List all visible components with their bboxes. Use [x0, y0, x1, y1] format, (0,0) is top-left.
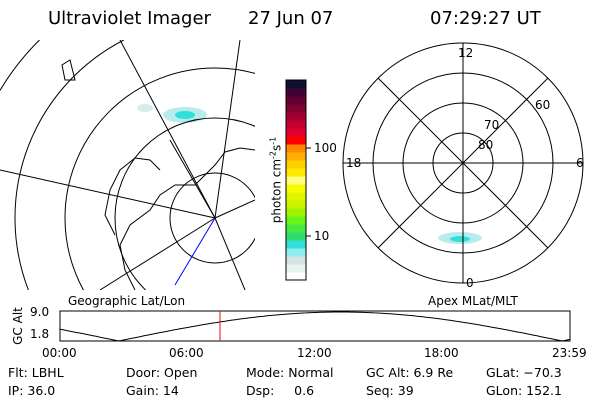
colorbar-segment	[286, 80, 306, 89]
colorbar-segment	[286, 104, 306, 113]
unit-s: s	[269, 144, 284, 151]
xtick-0000: 00:00	[42, 346, 77, 360]
gain-info: Gain: 14	[126, 383, 179, 398]
colorbar-segment	[286, 272, 306, 281]
colorbar-segment	[286, 256, 306, 265]
xtick-1200: 12:00	[297, 346, 332, 360]
aurora-emission-left	[137, 104, 207, 123]
colorbar-segment	[286, 144, 306, 153]
colorbar-segment	[286, 120, 306, 129]
colorbar-segment	[286, 160, 306, 169]
colorbar-segment	[286, 240, 306, 249]
ip-info: IP: 36.0	[8, 383, 56, 398]
colorbar-segment	[286, 128, 306, 137]
colorbar-segment	[286, 224, 306, 233]
dsp-info: Dsp: 0.6	[246, 383, 315, 398]
coastline	[61, 59, 255, 290]
date-label: 27 Jun 07	[248, 8, 334, 29]
mlat-60: 60	[535, 98, 551, 112]
colorbar	[286, 80, 306, 281]
door-info: Door: Open	[126, 365, 198, 380]
mlt-12: 12	[458, 46, 474, 60]
xtick-1800: 18:00	[424, 346, 459, 360]
mlt-6: 6	[576, 156, 584, 170]
colorbar-segment	[286, 136, 306, 145]
seq-info: Seq: 39	[366, 383, 414, 398]
geographic-map	[0, 40, 255, 290]
xtick-2359: 23:59	[552, 346, 587, 360]
xtick-0600: 06:00	[169, 346, 204, 360]
colorbar-segment	[286, 232, 306, 241]
mlt-0: 0	[466, 276, 474, 290]
filter-info: Flt: LBHL	[8, 365, 64, 380]
colorbar-segment	[286, 208, 306, 217]
glat-info: GLat: −70.3	[486, 365, 562, 380]
colorbar-segment	[286, 184, 306, 193]
colorbar-segment	[286, 192, 306, 201]
exp2: -1	[268, 136, 278, 145]
colorbar-segment	[286, 216, 306, 225]
colorbar-segment	[286, 200, 306, 209]
mlat-70: 70	[484, 118, 500, 132]
altitude-timeline	[59, 310, 571, 342]
mode-info: Mode: Normal	[246, 365, 334, 380]
mlt-18: 18	[346, 156, 362, 170]
ytick-1-8: 1.8	[30, 327, 50, 341]
instrument-title: Ultraviolet Imager	[48, 8, 211, 29]
mlat-80: 80	[478, 138, 494, 152]
right-panel-label: Apex MLat/MLT	[428, 294, 518, 308]
time-label: 07:29:27 UT	[430, 8, 541, 29]
colorbar-segment	[286, 248, 306, 257]
ytick-9: 9.0	[30, 305, 50, 319]
timeline-ylabel: GC Alt	[11, 307, 25, 345]
colorbar-segment	[286, 152, 306, 161]
colorbar-tick-100: 100	[314, 141, 337, 155]
colorbar-label: photon cm-2s-1	[269, 137, 284, 224]
altitude-curve	[59, 311, 571, 342]
colorbar-segment	[286, 88, 306, 97]
magnetic-polar-plot	[342, 42, 584, 284]
colorbar-segment	[286, 96, 306, 105]
colorbar-segment	[286, 264, 306, 273]
colorbar-segment	[286, 112, 306, 121]
colorbar-unit: photon cm	[269, 158, 284, 224]
gcalt-info: GC Alt: 6.9 Re	[366, 365, 454, 380]
colorbar-segment	[286, 176, 306, 185]
colorbar-segment	[286, 168, 306, 177]
colorbar-tick-10: 10	[314, 229, 330, 243]
left-panel-label: Geographic Lat/Lon	[68, 294, 186, 308]
glon-info: GLon: 152.1	[486, 383, 562, 398]
exp1: -2	[268, 150, 278, 159]
